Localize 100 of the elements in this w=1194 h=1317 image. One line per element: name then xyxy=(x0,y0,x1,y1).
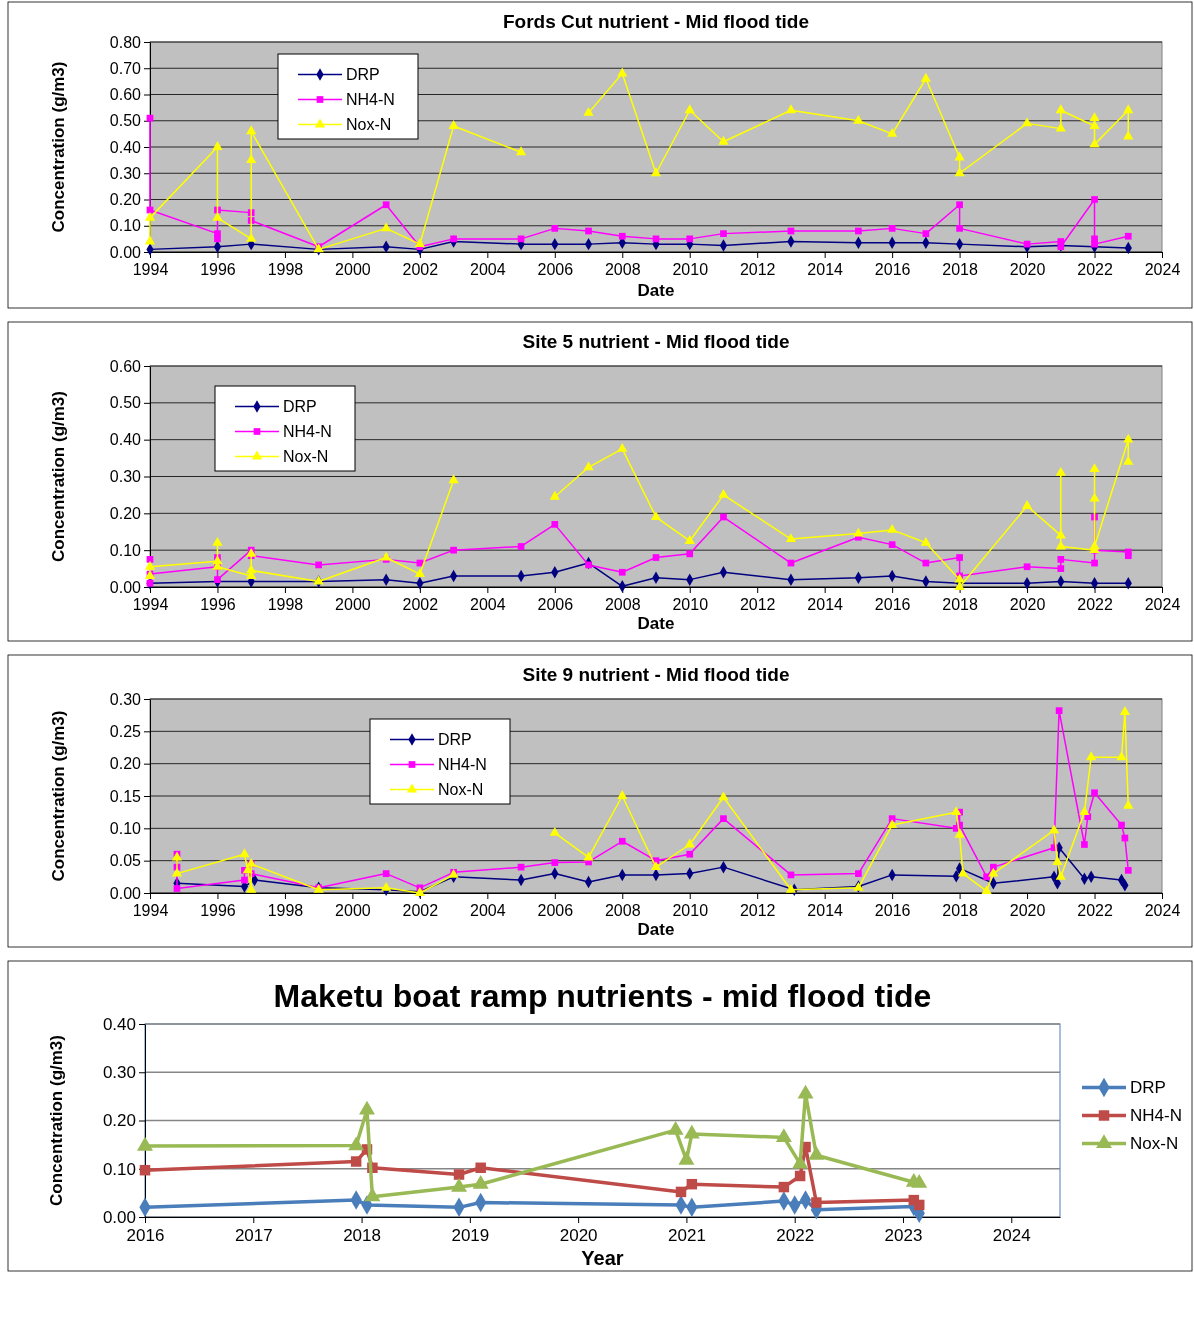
legend-label: NH4-N xyxy=(283,423,332,441)
x-tick-label: 2002 xyxy=(402,902,439,920)
y-tick-label: 0.25 xyxy=(109,722,142,740)
y-tick-label: 0.60 xyxy=(109,86,142,104)
x-tick-label: 1994 xyxy=(132,261,169,279)
x-tick-label: 1994 xyxy=(132,596,169,614)
legend-label: DRP xyxy=(346,66,380,84)
y-axis-title: Concentration (g/m3) xyxy=(49,61,68,233)
chart-title: Fords Cut nutrient - Mid flood tide xyxy=(502,11,810,32)
y-tick-label: 0.10 xyxy=(109,541,142,559)
x-tick-label: 2006 xyxy=(537,902,574,920)
x-tick-label: 2000 xyxy=(335,902,371,920)
legend-label: Nox-N xyxy=(1130,1134,1179,1154)
y-tick-label: 0.20 xyxy=(102,1111,136,1131)
x-tick-label: 2018 xyxy=(942,261,978,279)
y-tick-label: 0.00 xyxy=(102,1207,136,1227)
x-tick-label: 2022 xyxy=(776,1226,815,1246)
x-tick-label: 2002 xyxy=(402,596,439,614)
y-tick-label: 0.10 xyxy=(109,217,142,235)
x-tick-label: 2002 xyxy=(402,261,439,279)
x-tick-label: 2022 xyxy=(1077,902,1113,920)
x-tick-label: 2016 xyxy=(874,261,911,279)
x-tick-label: 2024 xyxy=(1144,902,1181,920)
x-tick-label: 2000 xyxy=(335,261,371,279)
x-tick-label: 2004 xyxy=(470,902,506,920)
x-tick-label: 2014 xyxy=(807,261,844,279)
x-axis-title: Date xyxy=(637,281,675,300)
x-tick-label: 2000 xyxy=(335,596,371,614)
x-tick-label: 2014 xyxy=(807,596,844,614)
x-tick-label: 1996 xyxy=(200,902,236,920)
y-axis-title: Concentration (g/m3) xyxy=(47,1035,66,1206)
y-tick-label: 0.30 xyxy=(109,690,142,708)
x-tick-label: 2014 xyxy=(807,902,844,920)
x-tick-label: 2024 xyxy=(1144,261,1181,279)
x-tick-label: 2016 xyxy=(126,1226,165,1246)
legend-label: DRP xyxy=(1130,1078,1166,1098)
legend-label: DRP xyxy=(438,731,472,749)
x-tick-label: 2024 xyxy=(1144,596,1181,614)
y-tick-label: 0.30 xyxy=(102,1063,136,1083)
chart-title: Site 5 nutrient - Mid flood tide xyxy=(522,331,790,352)
x-tick-label: 2016 xyxy=(874,902,911,920)
x-tick-label: 1998 xyxy=(267,902,304,920)
x-tick-label: 2023 xyxy=(884,1226,923,1246)
y-tick-label: 0.60 xyxy=(109,357,142,375)
x-axis-title: Date xyxy=(637,920,675,939)
legend-label: NH4-N xyxy=(438,756,487,774)
y-axis-title: Concentration (g/m3) xyxy=(49,391,68,562)
x-axis-title: Year xyxy=(581,1247,624,1269)
x-tick-label: 2012 xyxy=(739,596,776,614)
y-tick-label: 0.20 xyxy=(109,191,142,209)
x-tick-label: 2018 xyxy=(942,596,978,614)
y-tick-label: 0.30 xyxy=(109,164,142,182)
y-tick-label: 0.00 xyxy=(109,578,142,596)
x-tick-label: 2021 xyxy=(668,1226,706,1246)
x-axis-title: Date xyxy=(637,614,675,633)
x-tick-label: 1998 xyxy=(267,596,304,614)
y-tick-label: 0.20 xyxy=(109,504,142,522)
x-tick-label: 1996 xyxy=(200,261,236,279)
y-tick-label: 0.10 xyxy=(109,819,142,837)
x-tick-label: 2008 xyxy=(604,902,641,920)
y-tick-label: 0.40 xyxy=(102,1014,136,1034)
x-tick-label: 2020 xyxy=(1009,261,1046,279)
y-tick-label: 0.20 xyxy=(109,755,142,773)
y-tick-label: 0.80 xyxy=(109,33,142,51)
y-tick-label: 0.00 xyxy=(109,243,142,261)
legend-label: Nox-N xyxy=(283,448,329,466)
x-tick-label: 2022 xyxy=(1077,261,1113,279)
x-tick-label: 2010 xyxy=(672,596,709,614)
x-tick-label: 1996 xyxy=(200,596,236,614)
y-tick-label: 0.10 xyxy=(102,1159,136,1179)
x-tick-label: 2006 xyxy=(537,596,574,614)
y-tick-label: 0.40 xyxy=(109,431,142,449)
x-tick-label: 1994 xyxy=(132,902,169,920)
x-tick-label: 2018 xyxy=(942,902,978,920)
y-tick-label: 0.30 xyxy=(109,468,142,486)
x-tick-label: 2004 xyxy=(470,261,506,279)
y-axis-title: Concentration (g/m3) xyxy=(49,710,68,882)
legend-label: NH4-N xyxy=(1130,1106,1182,1126)
x-tick-label: 2010 xyxy=(672,261,709,279)
y-tick-label: 0.05 xyxy=(109,852,142,870)
legend-label: DRP xyxy=(283,398,317,416)
x-tick-label: 2017 xyxy=(234,1226,273,1246)
y-tick-label: 0.00 xyxy=(109,884,142,902)
x-tick-label: 2010 xyxy=(672,902,709,920)
x-tick-label: 2024 xyxy=(992,1226,1031,1246)
x-tick-label: 2020 xyxy=(1009,902,1046,920)
x-tick-label: 2020 xyxy=(559,1226,598,1246)
x-tick-label: 2004 xyxy=(470,596,506,614)
x-tick-label: 2008 xyxy=(604,261,641,279)
chart-title: Maketu boat ramp nutrients - mid flood tide xyxy=(273,978,932,1014)
x-tick-label: 2019 xyxy=(451,1226,490,1246)
x-tick-label: 2018 xyxy=(343,1226,381,1246)
legend-label: Nox-N xyxy=(438,781,484,799)
legend-label: Nox-N xyxy=(346,116,392,134)
y-tick-label: 0.15 xyxy=(109,787,142,805)
x-tick-label: 2008 xyxy=(604,596,641,614)
x-tick-label: 2020 xyxy=(1009,596,1046,614)
legend-label: NH4-N xyxy=(346,91,395,109)
y-tick-label: 0.40 xyxy=(109,138,142,156)
y-tick-label: 0.50 xyxy=(109,112,142,130)
